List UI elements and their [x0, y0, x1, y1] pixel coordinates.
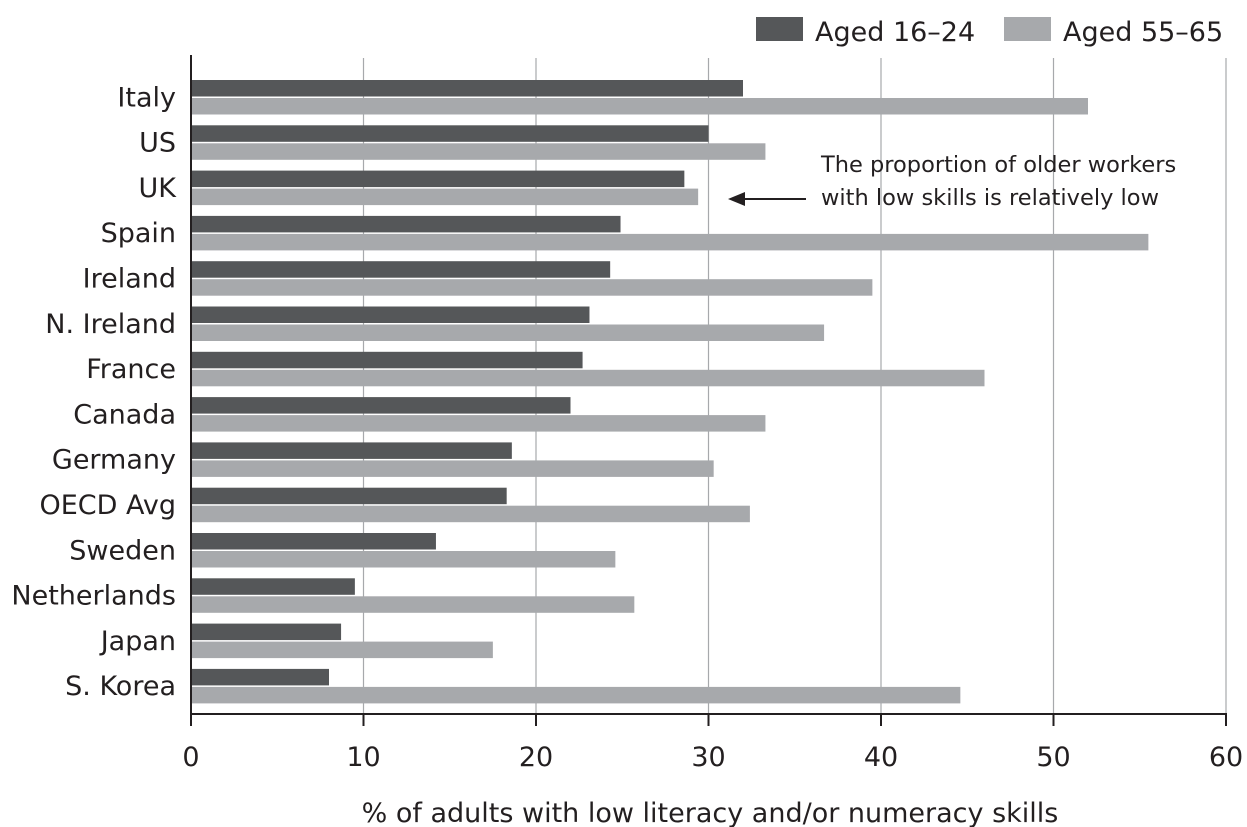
bar-series-2 — [191, 551, 616, 568]
category-label: Spain — [101, 218, 176, 249]
category-label: Netherlands — [11, 581, 176, 612]
bar-series-1 — [191, 397, 571, 414]
bar-series-2 — [191, 143, 766, 160]
bar-series-2 — [191, 460, 714, 477]
bar-series-2 — [191, 505, 750, 523]
category-label: Japan — [99, 626, 176, 657]
bar-series-1 — [191, 668, 329, 686]
bar-series-1 — [191, 533, 436, 550]
annotation: The proportion of older workers with low… — [728, 152, 1176, 211]
x-tick-label: 40 — [864, 742, 898, 773]
bar-series-1 — [191, 623, 342, 641]
category-labels: Italy US UK Spain Ireland N. Ireland France Can… — [11, 82, 177, 702]
legend-label-series-1: Aged 16–24 — [815, 17, 975, 48]
legend-label-series-2: Aged 55–65 — [1063, 17, 1223, 48]
category-label: Germany — [52, 445, 176, 476]
legend-swatch-series-1 — [756, 17, 803, 41]
bar-series-1 — [191, 261, 611, 278]
category-label: Italy — [117, 82, 176, 113]
annotation-line-1: The proportion of older workers — [820, 152, 1176, 178]
annotation-arrow-head — [728, 192, 745, 206]
category-label: UK — [139, 173, 178, 204]
x-tick-label: 0 — [182, 742, 199, 773]
axes — [190, 55, 1227, 726]
x-tick-label: 60 — [1209, 742, 1243, 773]
category-label: Sweden — [69, 535, 176, 566]
category-label: France — [86, 354, 176, 385]
bar-series-1 — [191, 125, 709, 142]
bar-series-2 — [191, 233, 1149, 251]
x-axis-title: % of adults with low literacy and/or num… — [362, 798, 1059, 827]
bars — [191, 80, 1149, 704]
x-tick-label: 30 — [691, 742, 725, 773]
bar-series-2 — [191, 686, 961, 704]
x-tick-label: 10 — [346, 742, 380, 773]
bar-series-2 — [191, 415, 766, 432]
bar-series-1 — [191, 306, 590, 323]
bar-series-2 — [191, 279, 873, 296]
category-label: Ireland — [83, 263, 176, 294]
category-label: OECD Avg — [39, 490, 176, 521]
annotation-line-2: with low skills is relatively low — [821, 185, 1159, 211]
bar-series-2 — [191, 596, 635, 613]
category-label: S. Korea — [65, 671, 176, 702]
bar-series-2 — [191, 98, 1088, 115]
bar-series-2 — [191, 188, 699, 206]
category-label: Canada — [73, 399, 176, 430]
legend-swatch-series-2 — [1004, 17, 1051, 41]
bar-series-1 — [191, 578, 355, 595]
category-label: US — [139, 128, 176, 159]
bar-series-1 — [191, 442, 512, 459]
bar-series-1 — [191, 351, 583, 369]
bar-series-1 — [191, 80, 743, 97]
bar-series-2 — [191, 369, 985, 387]
bar-series-2 — [191, 324, 825, 341]
category-label: N. Ireland — [45, 309, 176, 340]
bar-series-1 — [191, 487, 507, 505]
bar-series-1 — [191, 215, 621, 233]
legend: Aged 16–24 Aged 55–65 — [756, 17, 1223, 48]
x-tick-labels: 0 10 20 30 40 50 60 — [182, 742, 1243, 773]
bar-series-1 — [191, 170, 685, 188]
x-tick-label: 20 — [519, 742, 553, 773]
bar-series-2 — [191, 641, 493, 659]
x-tick-label: 50 — [1036, 742, 1070, 773]
